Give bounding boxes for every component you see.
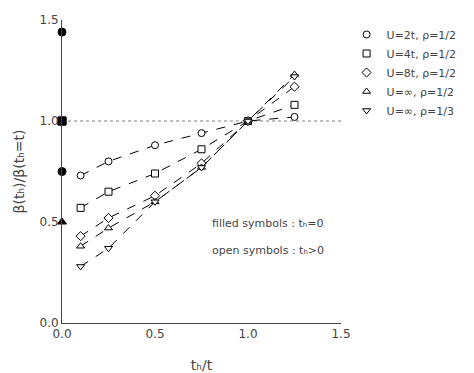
svg-text:U=∞, ρ=1/3: U=∞, ρ=1/3 bbox=[387, 105, 454, 118]
svg-text:U=8t, ρ=1/2: U=8t, ρ=1/2 bbox=[387, 67, 456, 80]
svg-text:1.0: 1.0 bbox=[40, 114, 59, 128]
svg-text:0.5: 0.5 bbox=[40, 215, 59, 229]
svg-text:1.0: 1.0 bbox=[238, 327, 257, 341]
svg-text:U=4t, ρ=1/2: U=4t, ρ=1/2 bbox=[387, 48, 456, 61]
svg-text:β(tₕ)/β(tₕ=t): β(tₕ)/β(tₕ=t) bbox=[11, 130, 27, 214]
svg-text:filled symbols : tₕ=0: filled symbols : tₕ=0 bbox=[212, 217, 323, 230]
svg-text:open symbols : tₕ>0: open symbols : tₕ>0 bbox=[212, 244, 324, 257]
svg-text:U=2t, ρ=1/2: U=2t, ρ=1/2 bbox=[387, 29, 456, 42]
svg-text:tₕ/t: tₕ/t bbox=[191, 357, 213, 373]
svg-text:0.0: 0.0 bbox=[40, 316, 59, 330]
svg-text:1.5: 1.5 bbox=[40, 13, 59, 27]
svg-text:0.5: 0.5 bbox=[145, 327, 164, 341]
svg-text:0.0: 0.0 bbox=[52, 327, 71, 341]
svg-text:1.5: 1.5 bbox=[331, 327, 350, 341]
svg-text:U=∞, ρ=1/2: U=∞, ρ=1/2 bbox=[387, 86, 454, 99]
